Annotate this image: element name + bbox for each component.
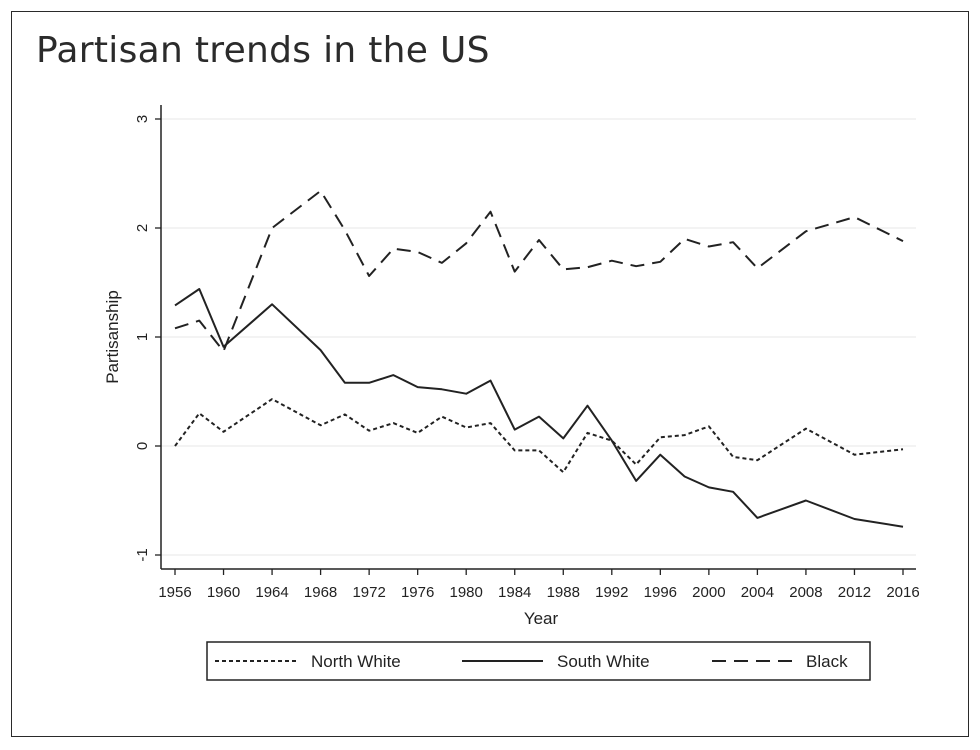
y-tick-label: 3 xyxy=(134,115,151,123)
legend: North White South White Black xyxy=(206,641,871,681)
x-tick-label: 1972 xyxy=(352,584,385,601)
x-axis-title: Year xyxy=(524,609,559,628)
x-tick-label: 2012 xyxy=(838,584,871,601)
slide-title: Partisan trends in the US xyxy=(36,30,490,71)
x-tick-label: 1980 xyxy=(450,584,483,601)
x-tick-label: 1996 xyxy=(644,584,677,601)
y-tick-label: 2 xyxy=(134,224,151,232)
x-tick-label: 1988 xyxy=(547,584,580,601)
slide-frame xyxy=(11,11,969,737)
x-tick-label: 2008 xyxy=(789,584,822,601)
series-line-north-white xyxy=(174,398,904,474)
series-line-black xyxy=(174,189,904,353)
series-line-south-white xyxy=(174,288,904,528)
x-tick-label: 1984 xyxy=(498,584,531,601)
legend-label-black: Black xyxy=(806,652,848,671)
x-tick-label: 1956 xyxy=(158,584,191,601)
y-tick-label: 1 xyxy=(134,333,151,341)
x-tick-label: 1976 xyxy=(401,584,434,601)
x-tick-label: 2000 xyxy=(692,584,725,601)
y-tick-label: -1 xyxy=(134,548,151,561)
x-tick-label: 1964 xyxy=(255,584,288,601)
x-tick-label: 1960 xyxy=(207,584,240,601)
gridlines xyxy=(161,118,916,556)
x-tick-label: 1968 xyxy=(304,584,337,601)
x-tick-label: 1992 xyxy=(595,584,628,601)
y-tick-label: 0 xyxy=(134,442,151,450)
x-tick-label: 2016 xyxy=(886,584,919,601)
axes: -1 0 1 2 3 1956 1960 1964 1968 1972 1976 1980 1984 19… xyxy=(134,105,920,601)
legend-label-south-white: South White xyxy=(557,652,650,671)
series-lines xyxy=(174,189,904,528)
y-axis-title: Partisanship xyxy=(103,290,122,384)
x-tick-label: 2004 xyxy=(741,584,774,601)
legend-label-north-white: North White xyxy=(311,652,401,671)
